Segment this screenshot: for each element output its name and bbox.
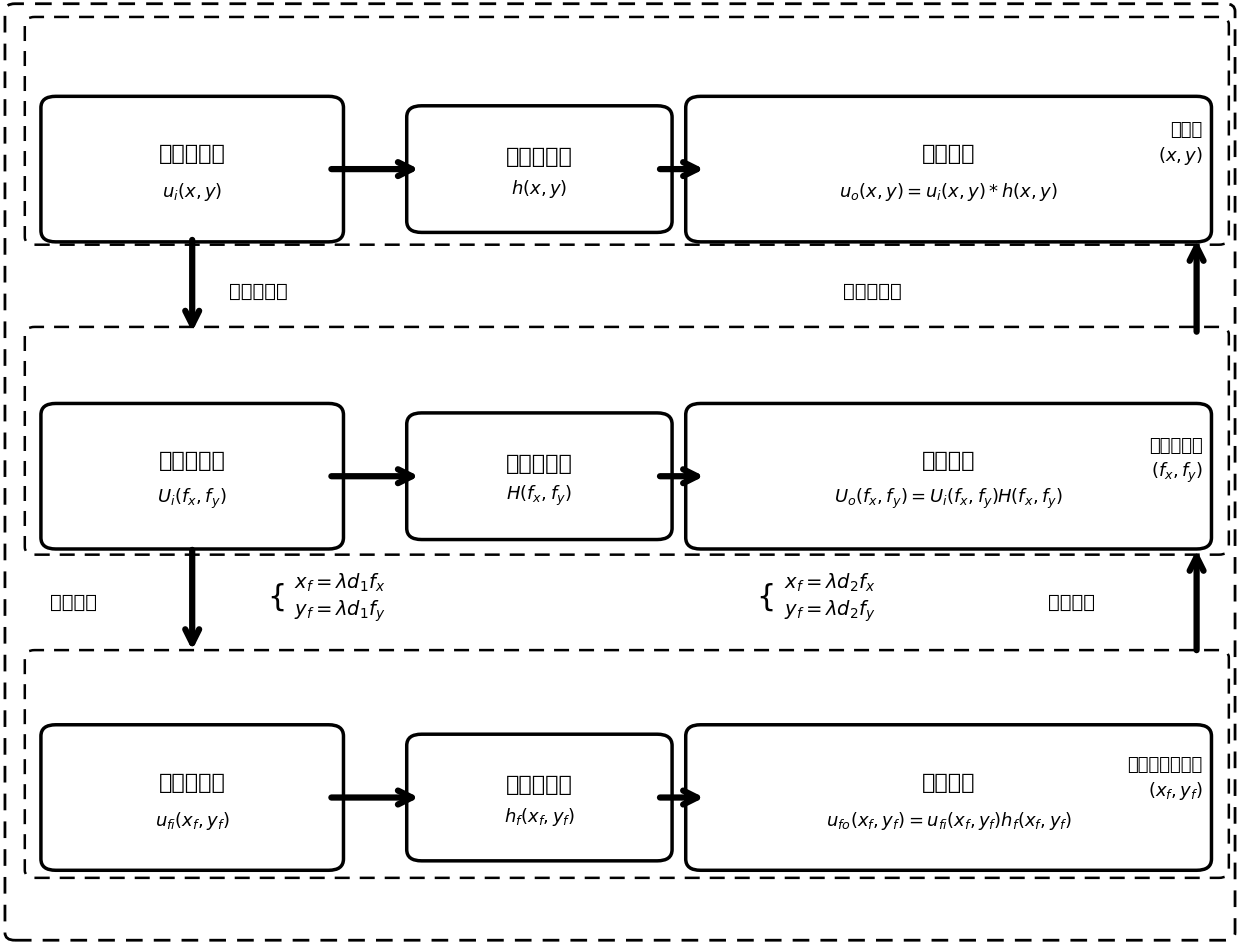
Text: $h(x,y)$: $h(x,y)$ xyxy=(511,177,568,199)
Text: $U_o(f_x,f_y)=U_i(f_x,f_y)H(f_x,f_y)$: $U_o(f_x,f_y)=U_i(f_x,f_y)H(f_x,f_y)$ xyxy=(835,487,1063,511)
FancyBboxPatch shape xyxy=(686,404,1211,549)
Text: 变换平面空间域: 变换平面空间域 xyxy=(1127,755,1203,774)
Text: $u_o(x,y)=u_i(x,y)*h(x,y)$: $u_o(x,y)=u_i(x,y)*h(x,y)$ xyxy=(839,181,1058,203)
Text: $x_f=\lambda d_2 f_x$: $x_f=\lambda d_2 f_x$ xyxy=(784,571,875,594)
Text: $h_f(x_f,y_f)$: $h_f(x_f,y_f)$ xyxy=(503,805,575,827)
FancyBboxPatch shape xyxy=(407,107,672,233)
Text: $u_{fi}(x_f,y_f)$: $u_{fi}(x_f,y_f)$ xyxy=(155,809,229,831)
Text: $(x_f,y_f)$: $(x_f,y_f)$ xyxy=(1148,779,1203,801)
FancyBboxPatch shape xyxy=(407,413,672,540)
Text: 待转换模式: 待转换模式 xyxy=(159,772,226,792)
FancyBboxPatch shape xyxy=(407,734,672,861)
Text: $u_{fo}(x_f,y_f)=u_{fi}(x_f,y_f)h_f(x_f,y_f)$: $u_{fo}(x_f,y_f)=u_{fi}(x_f,y_f)h_f(x_f,… xyxy=(826,809,1071,831)
FancyBboxPatch shape xyxy=(41,725,343,870)
Text: 傅立叶变换: 傅立叶变换 xyxy=(229,281,288,300)
FancyBboxPatch shape xyxy=(41,404,343,549)
Text: 目标模式: 目标模式 xyxy=(921,451,976,471)
Text: 空间滤波器: 空间滤波器 xyxy=(506,453,573,473)
Text: 坐标变换: 坐标变换 xyxy=(50,592,97,611)
Text: 空间域: 空间域 xyxy=(1171,121,1203,140)
FancyBboxPatch shape xyxy=(686,97,1211,243)
Text: $x_f=\lambda d_1 f_x$: $x_f=\lambda d_1 f_x$ xyxy=(294,571,386,594)
Text: 傅立叶变换: 傅立叶变换 xyxy=(843,281,901,300)
Text: 待转换模式: 待转换模式 xyxy=(159,451,226,471)
Text: $H(f_x,f_y)$: $H(f_x,f_y)$ xyxy=(506,483,573,508)
Text: 空间滤波器: 空间滤波器 xyxy=(506,774,573,794)
Text: $y_f=\lambda d_1 f_y$: $y_f=\lambda d_1 f_y$ xyxy=(294,598,386,623)
Text: $\{$: $\{$ xyxy=(756,581,774,613)
Text: $\{$: $\{$ xyxy=(267,581,284,613)
Text: 空间频率域: 空间频率域 xyxy=(1149,436,1203,455)
FancyBboxPatch shape xyxy=(686,725,1211,870)
Text: 空间滤波器: 空间滤波器 xyxy=(506,146,573,166)
Text: $U_i(f_x,f_y)$: $U_i(f_x,f_y)$ xyxy=(157,487,227,511)
Text: $u_i(x,y)$: $u_i(x,y)$ xyxy=(162,181,222,203)
Text: 坐标变换: 坐标变换 xyxy=(1048,592,1095,611)
Text: 目标模式: 目标模式 xyxy=(921,144,976,164)
Text: 目标模式: 目标模式 xyxy=(921,772,976,792)
Text: $(f_x,f_y)$: $(f_x,f_y)$ xyxy=(1151,460,1203,484)
FancyBboxPatch shape xyxy=(41,97,343,243)
Text: 待转换模式: 待转换模式 xyxy=(159,144,226,164)
Text: $(x,y)$: $(x,y)$ xyxy=(1158,144,1203,167)
Text: $y_f=\lambda d_2 f_y$: $y_f=\lambda d_2 f_y$ xyxy=(784,598,875,623)
